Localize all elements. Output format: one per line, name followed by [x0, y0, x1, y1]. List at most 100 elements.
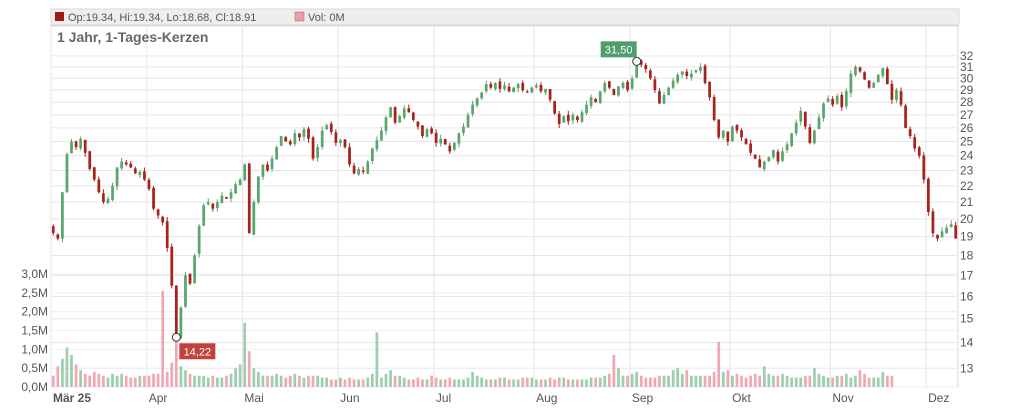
- candle-body: [115, 167, 119, 187]
- candle-body: [494, 82, 497, 90]
- volume-bar: [352, 379, 356, 387]
- candle-body: [165, 221, 169, 248]
- candle-body: [895, 90, 898, 101]
- candle-body: [61, 192, 64, 239]
- candle-body: [571, 114, 575, 121]
- candle-body: [320, 130, 324, 147]
- candle-body: [721, 130, 725, 138]
- candle-body: [808, 127, 812, 143]
- candle-body: [329, 123, 333, 132]
- candle-body: [279, 136, 283, 146]
- volume-bar: [348, 377, 351, 387]
- candle-body: [772, 149, 775, 158]
- volume-bar: [452, 379, 456, 387]
- volume-bar: [621, 375, 625, 387]
- candle-body: [717, 119, 721, 138]
- candle-body: [876, 74, 880, 83]
- candle-body: [936, 234, 939, 239]
- volume-bar: [65, 347, 69, 387]
- candle-body: [671, 80, 675, 88]
- candle-body: [507, 86, 511, 92]
- candle-body: [133, 168, 137, 174]
- volume-bar: [247, 351, 251, 387]
- volume-bar: [206, 377, 210, 387]
- price-tick-label: 19: [960, 230, 974, 244]
- candle-body: [630, 78, 634, 89]
- volume-bar: [740, 375, 743, 387]
- candle-body: [854, 66, 857, 76]
- volume-bar: [507, 379, 511, 387]
- candle-body: [826, 98, 830, 102]
- candle-body: [612, 89, 616, 95]
- candle-body: [129, 163, 133, 168]
- volume-bar: [662, 375, 666, 387]
- volume-bar: [97, 373, 101, 387]
- volume-bar: [229, 373, 233, 387]
- volume-bar: [822, 375, 825, 387]
- candle-body: [617, 86, 620, 96]
- legend-bar: [50, 8, 960, 26]
- month-label: Aug: [536, 391, 557, 405]
- price-tick-label: 17: [960, 268, 974, 282]
- candle-body: [298, 133, 301, 138]
- volume-bar: [653, 377, 657, 387]
- volume-bar: [890, 375, 894, 387]
- candle-body: [65, 154, 69, 192]
- candle-body: [731, 126, 734, 142]
- volume-bar: [430, 375, 433, 387]
- plot-frame: [50, 25, 959, 388]
- volume-bar: [612, 354, 616, 387]
- candle-body: [516, 84, 520, 89]
- candle-body: [776, 151, 780, 162]
- volume-bar: [83, 373, 87, 387]
- volume-bar: [648, 377, 652, 387]
- volume-bar: [826, 377, 830, 387]
- volume-bar: [188, 373, 192, 387]
- candle-body: [831, 99, 835, 105]
- volume-bar: [562, 377, 566, 387]
- candle-body: [817, 117, 821, 130]
- price-tick-label: 16: [960, 289, 974, 303]
- volume-bar: [56, 366, 60, 387]
- volume-bar: [147, 375, 151, 387]
- candle-body: [589, 97, 593, 106]
- volume-bar: [781, 373, 784, 387]
- volume-bar: [717, 341, 721, 387]
- volume-bar: [339, 377, 342, 387]
- volume-bar: [484, 379, 488, 387]
- volume-tick-label: 3,0M: [21, 267, 48, 281]
- volume-bar: [548, 377, 552, 387]
- candle-body: [393, 107, 397, 123]
- candle-body: [339, 140, 342, 143]
- volume-bar: [708, 375, 711, 387]
- volume-bar: [585, 379, 588, 387]
- candle-body: [680, 71, 684, 75]
- volume-bar: [831, 377, 835, 387]
- volume-bar: [421, 379, 424, 387]
- volume-bar: [753, 373, 757, 387]
- candle-body: [539, 84, 543, 92]
- volume-bar: [384, 373, 388, 387]
- volume-bar: [690, 375, 693, 387]
- volume-bar: [434, 377, 438, 387]
- candle-body: [744, 138, 748, 145]
- candle-body: [439, 138, 443, 144]
- candle-body: [512, 87, 515, 93]
- volume-bar: [598, 377, 602, 387]
- price-tick-label: 27: [960, 108, 974, 122]
- candle-body: [471, 104, 474, 115]
- volume-bar: [102, 375, 105, 387]
- ohlc-legend-swatch: [55, 12, 64, 21]
- candle-body: [79, 138, 82, 149]
- volume-bar: [266, 375, 269, 387]
- candle-body: [425, 129, 429, 137]
- volume-bar: [279, 375, 283, 387]
- volume-bar: [343, 379, 347, 387]
- volume-bar: [270, 375, 274, 387]
- callout-marker: [632, 56, 642, 66]
- month-label: Nov: [832, 391, 853, 405]
- volume-bar: [293, 373, 297, 387]
- volume-legend-swatch: [294, 11, 305, 22]
- volume-bar: [143, 375, 146, 387]
